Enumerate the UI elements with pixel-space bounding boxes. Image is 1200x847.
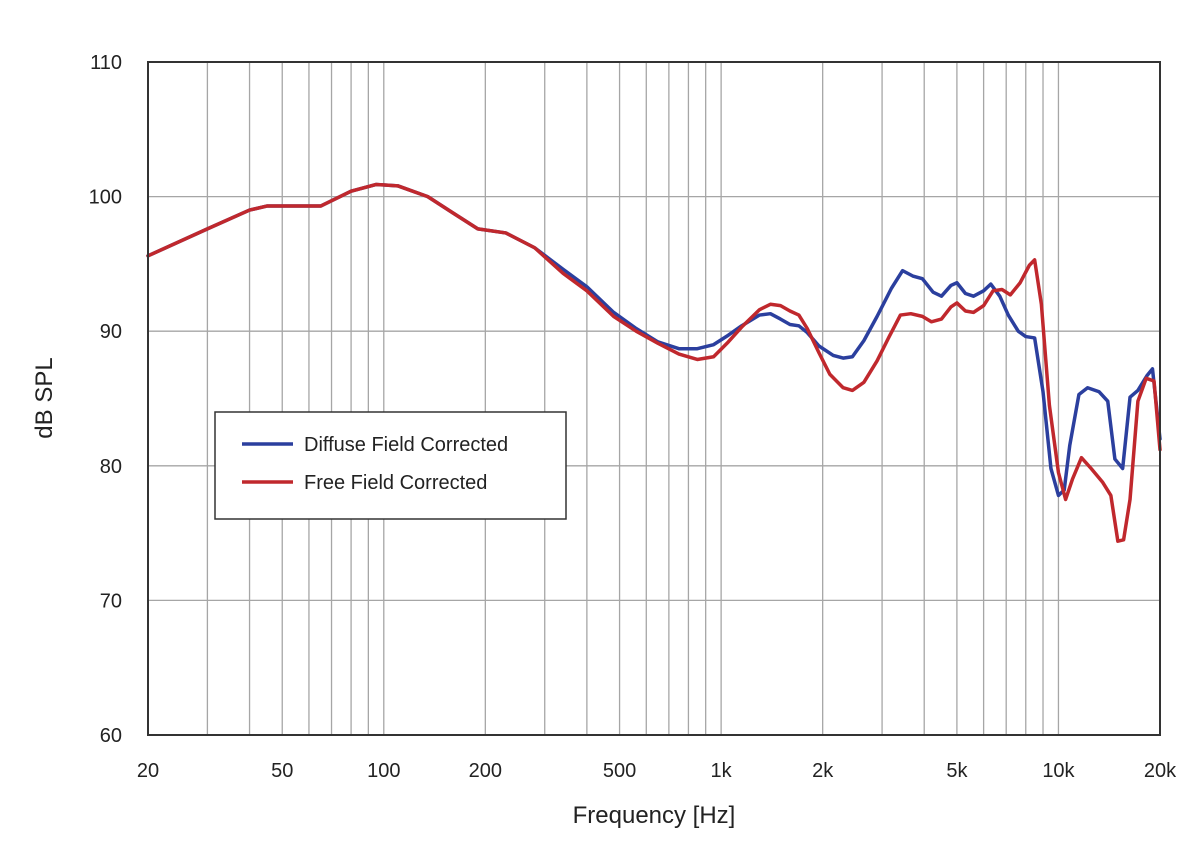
x-tick-label: 100 (367, 760, 400, 782)
y-tick-label: 70 (100, 590, 122, 612)
x-tick-label: 50 (271, 760, 293, 782)
y-tick-label: 110 (90, 52, 122, 74)
x-tick-label: 20k (1144, 760, 1177, 782)
x-tick-label: 10k (1042, 760, 1075, 782)
grid-lines (148, 62, 1160, 735)
x-tick-labels: 20 50 100 200 500 1k 2k 5k 10k 20k (137, 760, 1177, 782)
x-tick-label: 20 (137, 760, 159, 782)
x-tick-label: 5k (946, 760, 968, 782)
y-axis-title: dB SPL (31, 357, 58, 438)
x-tick-label: 500 (603, 760, 636, 782)
x-tick-label: 2k (812, 760, 834, 782)
y-tick-labels: 60 70 80 90 100 110 (89, 52, 122, 747)
series-line-free-field (146, 182, 1162, 543)
legend-label-free: Free Field Corrected (304, 472, 487, 494)
series-lines (146, 182, 1162, 543)
y-tick-label: 100 (89, 187, 122, 209)
x-axis-title: Frequency [Hz] (573, 802, 736, 829)
x-tick-label: 1k (711, 760, 733, 782)
y-tick-label: 90 (100, 321, 122, 343)
y-tick-label: 60 (100, 725, 122, 747)
plot-frame (147, 61, 1161, 736)
x-tick-label: 200 (469, 760, 502, 782)
y-tick-label: 80 (100, 456, 122, 478)
legend: Diffuse Field Corrected Free Field Corre… (214, 411, 567, 520)
legend-label-diffuse: Diffuse Field Corrected (304, 434, 508, 456)
legend-box (214, 411, 567, 520)
